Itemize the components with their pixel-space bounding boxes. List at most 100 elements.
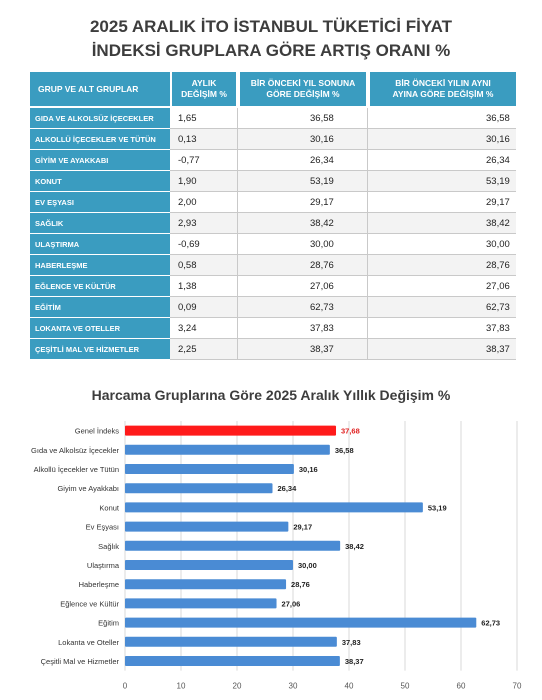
row-monthly-cell: 2,93 — [170, 213, 238, 234]
row-ytd-cell: 38,37 — [238, 339, 368, 360]
data-label: 53,19 — [428, 503, 447, 512]
page-title-line-1: 2025 ARALIK İTO İSTANBUL TÜKETİCİ FİYAT — [89, 17, 453, 36]
category-label: Alkollü İçecekler ve Tütün — [34, 465, 119, 474]
data-label: 27,06 — [282, 599, 301, 608]
chart-title: Harcama Gruplarına Göre 2025 Aralık Yıll… — [91, 387, 451, 403]
row-yoy-cell: 53,19 — [368, 171, 516, 192]
bar — [125, 560, 293, 570]
header-yoy-line1: BİR ÖNCEKİ YILIN AYNI — [395, 78, 491, 88]
table-row: GİYİM VE AYAKKABI -0,77 26,34 26,34 — [30, 150, 516, 171]
data-label: 62,73 — [481, 619, 500, 628]
bar — [125, 617, 477, 628]
row-monthly-cell: 0,13 — [170, 129, 238, 150]
row-group-cell: KONUT — [30, 171, 170, 192]
row-ytd-cell: 27,06 — [238, 276, 368, 297]
table-row: LOKANTA VE OTELLER 3,24 37,83 37,83 — [30, 318, 516, 339]
row-yoy-cell: 36,58 — [368, 108, 516, 129]
x-tick-label: 10 — [177, 682, 186, 691]
table-row: EĞİTİM 0,09 62,73 62,73 — [30, 297, 516, 318]
bar — [125, 464, 294, 474]
bar — [125, 521, 289, 532]
row-ytd-cell: 37,83 — [238, 318, 368, 339]
row-ytd-cell: 26,34 — [238, 150, 368, 171]
category-label: Konut — [99, 503, 120, 512]
row-ytd-cell: 30,00 — [238, 234, 368, 255]
category-label: Haberleşme — [79, 580, 119, 589]
row-yoy-cell: 26,34 — [368, 150, 516, 171]
row-group-cell: GİYİM VE AYAKKABI — [30, 150, 170, 171]
category-label: Sağlık — [98, 542, 119, 551]
row-monthly-cell: 0,58 — [170, 255, 238, 276]
category-label: Genel İndeks — [75, 427, 119, 436]
bar — [125, 444, 330, 455]
bar — [125, 483, 273, 494]
data-label: 26,34 — [278, 484, 298, 493]
row-group-cell: ÇEŞİTLİ MAL VE HİZMETLER — [30, 339, 170, 360]
x-tick-label: 70 — [513, 682, 522, 691]
bar — [125, 656, 340, 666]
bar — [125, 425, 337, 436]
row-ytd-cell: 30,16 — [238, 129, 368, 150]
row-group-cell: EV EŞYASI — [30, 192, 170, 213]
row-yoy-cell: 38,37 — [368, 339, 516, 360]
category-label: Giyim ve Ayakkabı — [57, 484, 119, 493]
header-yoy: BİR ÖNCEKİ YILIN AYNI AYINA GÖRE DEĞİŞİM … — [370, 72, 516, 106]
table-row: ÇEŞİTLİ MAL VE HİZMETLER 2,25 38,37 38,37 — [30, 339, 516, 360]
row-ytd-cell: 53,19 — [238, 171, 368, 192]
header-ytd-line2: GÖRE DEĞİŞİM % — [266, 89, 340, 99]
row-monthly-cell: 2,00 — [170, 192, 238, 213]
row-yoy-cell: 30,16 — [368, 129, 516, 150]
row-group-cell: EĞİTİM — [30, 297, 170, 318]
category-label: Ev Eşyası — [86, 523, 119, 532]
x-tick-label: 20 — [233, 682, 242, 691]
header-yoy-line2: AYINA GÖRE DEĞİŞİM % — [392, 89, 494, 99]
table-row: EĞLENCE VE KÜLTÜR 1,38 27,06 27,06 — [30, 276, 516, 297]
row-yoy-cell: 30,00 — [368, 234, 516, 255]
row-yoy-cell: 27,06 — [368, 276, 516, 297]
header-ytd: BİR ÖNCEKİ YIL SONUNA GÖRE DEĞİŞİM % — [240, 72, 366, 106]
row-yoy-cell: 37,83 — [368, 318, 516, 339]
row-group-cell: EĞLENCE VE KÜLTÜR — [30, 276, 170, 297]
row-ytd-cell: 29,17 — [238, 192, 368, 213]
table-row: EV EŞYASI 2,00 29,17 29,17 — [30, 192, 516, 213]
bar — [125, 636, 337, 647]
row-group-cell: ALKOLLÜ İÇECEKLER VE TÜTÜN — [30, 129, 170, 150]
header-monthly-line2: DEĞİŞİM % — [181, 89, 227, 99]
bar — [125, 540, 341, 551]
row-monthly-cell: 0,09 — [170, 297, 238, 318]
header-ytd-line1: BİR ÖNCEKİ YIL SONUNA — [250, 78, 356, 88]
bar — [125, 598, 277, 609]
row-yoy-cell: 29,17 — [368, 192, 516, 213]
data-label: 30,00 — [298, 561, 317, 570]
table-row: KONUT 1,90 53,19 53,19 — [30, 171, 516, 192]
row-monthly-cell: 3,24 — [170, 318, 238, 339]
header-group: GRUP VE ALT GRUPLAR — [30, 72, 170, 106]
data-label: 29,17 — [293, 523, 312, 532]
row-ytd-cell: 36,58 — [238, 108, 368, 129]
category-label: Lokanta ve Oteller — [58, 638, 119, 647]
row-monthly-cell: 2,25 — [170, 339, 238, 360]
data-label: 38,42 — [345, 542, 364, 551]
table-row: HABERLEŞME 0,58 28,76 28,76 — [30, 255, 516, 276]
header-monthly-line1: AYLIK — [191, 78, 217, 88]
row-monthly-cell: 1,38 — [170, 276, 238, 297]
row-ytd-cell: 38,42 — [238, 213, 368, 234]
row-ytd-cell: 28,76 — [238, 255, 368, 276]
data-label: 30,16 — [299, 465, 318, 474]
x-tick-label: 0 — [123, 682, 128, 691]
x-tick-label: 30 — [289, 682, 298, 691]
row-group-cell: HABERLEŞME — [30, 255, 170, 276]
row-ytd-cell: 62,73 — [238, 297, 368, 318]
page-title-line-2: İNDEKSİ GRUPLARA GÖRE ARTIŞ ORANI % — [91, 41, 451, 60]
table-row: GIDA VE ALKOLSÜZ İÇECEKLER 1,65 36,58 36,58 — [30, 108, 516, 129]
data-label: 36,58 — [335, 446, 354, 455]
row-yoy-cell: 62,73 — [368, 297, 516, 318]
header-monthly: AYLIK DEĞİŞİM % — [172, 72, 236, 106]
category-label: Çeşitli Mal ve Hizmetler — [41, 657, 120, 666]
table-row: ALKOLLÜ İÇECEKLER VE TÜTÜN 0,13 30,16 30,16 — [30, 129, 516, 150]
row-group-cell: GIDA VE ALKOLSÜZ İÇECEKLER — [30, 108, 170, 129]
row-monthly-cell: 1,65 — [170, 108, 238, 129]
row-monthly-cell: -0,69 — [170, 234, 238, 255]
row-group-cell: ULAŞTIRMA — [30, 234, 170, 255]
category-label: Eğitim — [98, 619, 119, 628]
